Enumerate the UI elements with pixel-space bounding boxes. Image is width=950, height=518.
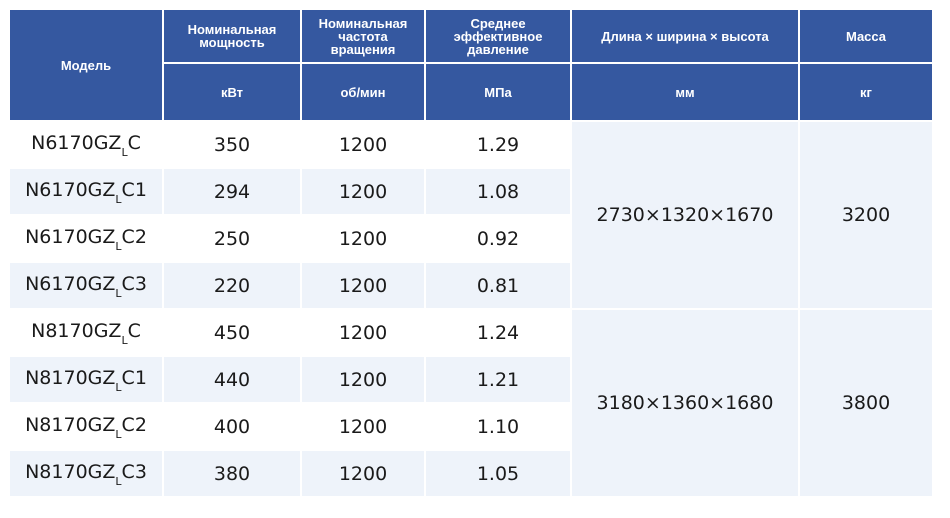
model-suffix: C2: [121, 414, 147, 437]
model-prefix: N6170GZ: [25, 273, 116, 296]
table-row: N8170GZLC2 400 1200 1.10: [10, 404, 932, 449]
cell-pressure: 1.08: [426, 169, 570, 214]
model-prefix: N6170GZ: [31, 132, 122, 155]
model-subscript: L: [115, 474, 122, 488]
model-prefix: N6170GZ: [25, 179, 116, 202]
model-subscript: L: [115, 286, 122, 300]
cell-dimensions: 2730×1320×1670: [572, 122, 798, 308]
cell-speed: 1200: [302, 404, 424, 449]
cell-power: 250: [164, 216, 300, 261]
header-mass: Масса: [800, 10, 932, 62]
cell-pressure: 0.92: [426, 216, 570, 261]
header-dimensions: Длина × ширина × высота: [572, 10, 798, 62]
model-suffix: C: [127, 132, 141, 155]
cell-speed: 1200: [302, 263, 424, 308]
table-row: N6170GZLC2 250 1200 0.92: [10, 216, 932, 261]
model-subscript: L: [115, 427, 122, 441]
model-prefix: N8170GZ: [25, 367, 116, 390]
cell-model: N8170GZLC3: [10, 451, 162, 496]
cell-pressure: 1.29: [426, 122, 570, 167]
model-prefix: N6170GZ: [25, 226, 116, 249]
cell-speed: 1200: [302, 216, 424, 261]
cell-power: 400: [164, 404, 300, 449]
unit-speed: об/мин: [302, 64, 424, 120]
model-suffix: C1: [121, 367, 147, 390]
table-row: N6170GZLC1 294 1200 1.08: [10, 169, 932, 214]
table-row: N6170GZLC3 220 1200 0.81: [10, 263, 932, 308]
header-speed: Номинальная частота вращения: [302, 10, 424, 62]
cell-power: 380: [164, 451, 300, 496]
cell-speed: 1200: [302, 357, 424, 402]
header-power: Номинальная мощность: [164, 10, 300, 62]
table-row: N8170GZLC3 380 1200 1.05: [10, 451, 932, 496]
model-suffix: C3: [121, 273, 147, 296]
model-suffix: C3: [121, 461, 147, 484]
model-subscript: L: [121, 145, 128, 159]
cell-power: 350: [164, 122, 300, 167]
model-suffix: C1: [121, 179, 147, 202]
unit-dimensions: мм: [572, 64, 798, 120]
cell-speed: 1200: [302, 122, 424, 167]
table-body: N6170GZLC 350 1200 1.29 2730×1320×1670 3200 N6…: [10, 122, 932, 496]
cell-model: N6170GZLC: [10, 122, 162, 167]
table-row: N8170GZLC 450 1200 1.24 3180×1360×1680 3800: [10, 310, 932, 496]
header-model: Модель: [10, 10, 162, 120]
cell-pressure: 1.24: [426, 310, 570, 355]
cell-model: N6170GZLC1: [10, 169, 162, 214]
cell-dimensions: 3180×1360×1680: [572, 310, 798, 496]
model-subscript: L: [121, 333, 128, 347]
model-subscript: L: [115, 239, 122, 253]
cell-power: 450: [164, 310, 300, 355]
model-suffix: C: [127, 320, 141, 343]
cell-power: 440: [164, 357, 300, 402]
model-prefix: N8170GZ: [25, 414, 116, 437]
cell-pressure: 1.05: [426, 451, 570, 496]
cell-model: N8170GZLC1: [10, 357, 162, 402]
cell-model: N8170GZLC: [10, 310, 162, 355]
table-row: N8170GZLC1 440 1200 1.21: [10, 357, 932, 402]
cell-power: 294: [164, 169, 300, 214]
cell-speed: 1200: [302, 310, 424, 355]
unit-power: кВт: [164, 64, 300, 120]
header-pressure: Среднее эффективное давление: [426, 10, 570, 62]
cell-mass: 3800: [800, 310, 932, 496]
model-prefix: N8170GZ: [25, 461, 116, 484]
model-subscript: L: [115, 192, 122, 206]
model-prefix: N8170GZ: [31, 320, 122, 343]
cell-mass: 3200: [800, 122, 932, 308]
unit-pressure: МПа: [426, 64, 570, 120]
cell-pressure: 1.10: [426, 404, 570, 449]
cell-pressure: 0.81: [426, 263, 570, 308]
model-subscript: L: [115, 380, 122, 394]
cell-model: N6170GZLC2: [10, 216, 162, 261]
specs-table: Модель Номинальная мощность Номинальная …: [8, 8, 934, 498]
cell-speed: 1200: [302, 169, 424, 214]
cell-pressure: 1.21: [426, 357, 570, 402]
unit-mass: кг: [800, 64, 932, 120]
cell-model: N8170GZLC2: [10, 404, 162, 449]
cell-power: 220: [164, 263, 300, 308]
cell-speed: 1200: [302, 451, 424, 496]
cell-model: N6170GZLC3: [10, 263, 162, 308]
model-suffix: C2: [121, 226, 147, 249]
table-row: N6170GZLC 350 1200 1.29 2730×1320×1670 3200: [10, 122, 932, 308]
